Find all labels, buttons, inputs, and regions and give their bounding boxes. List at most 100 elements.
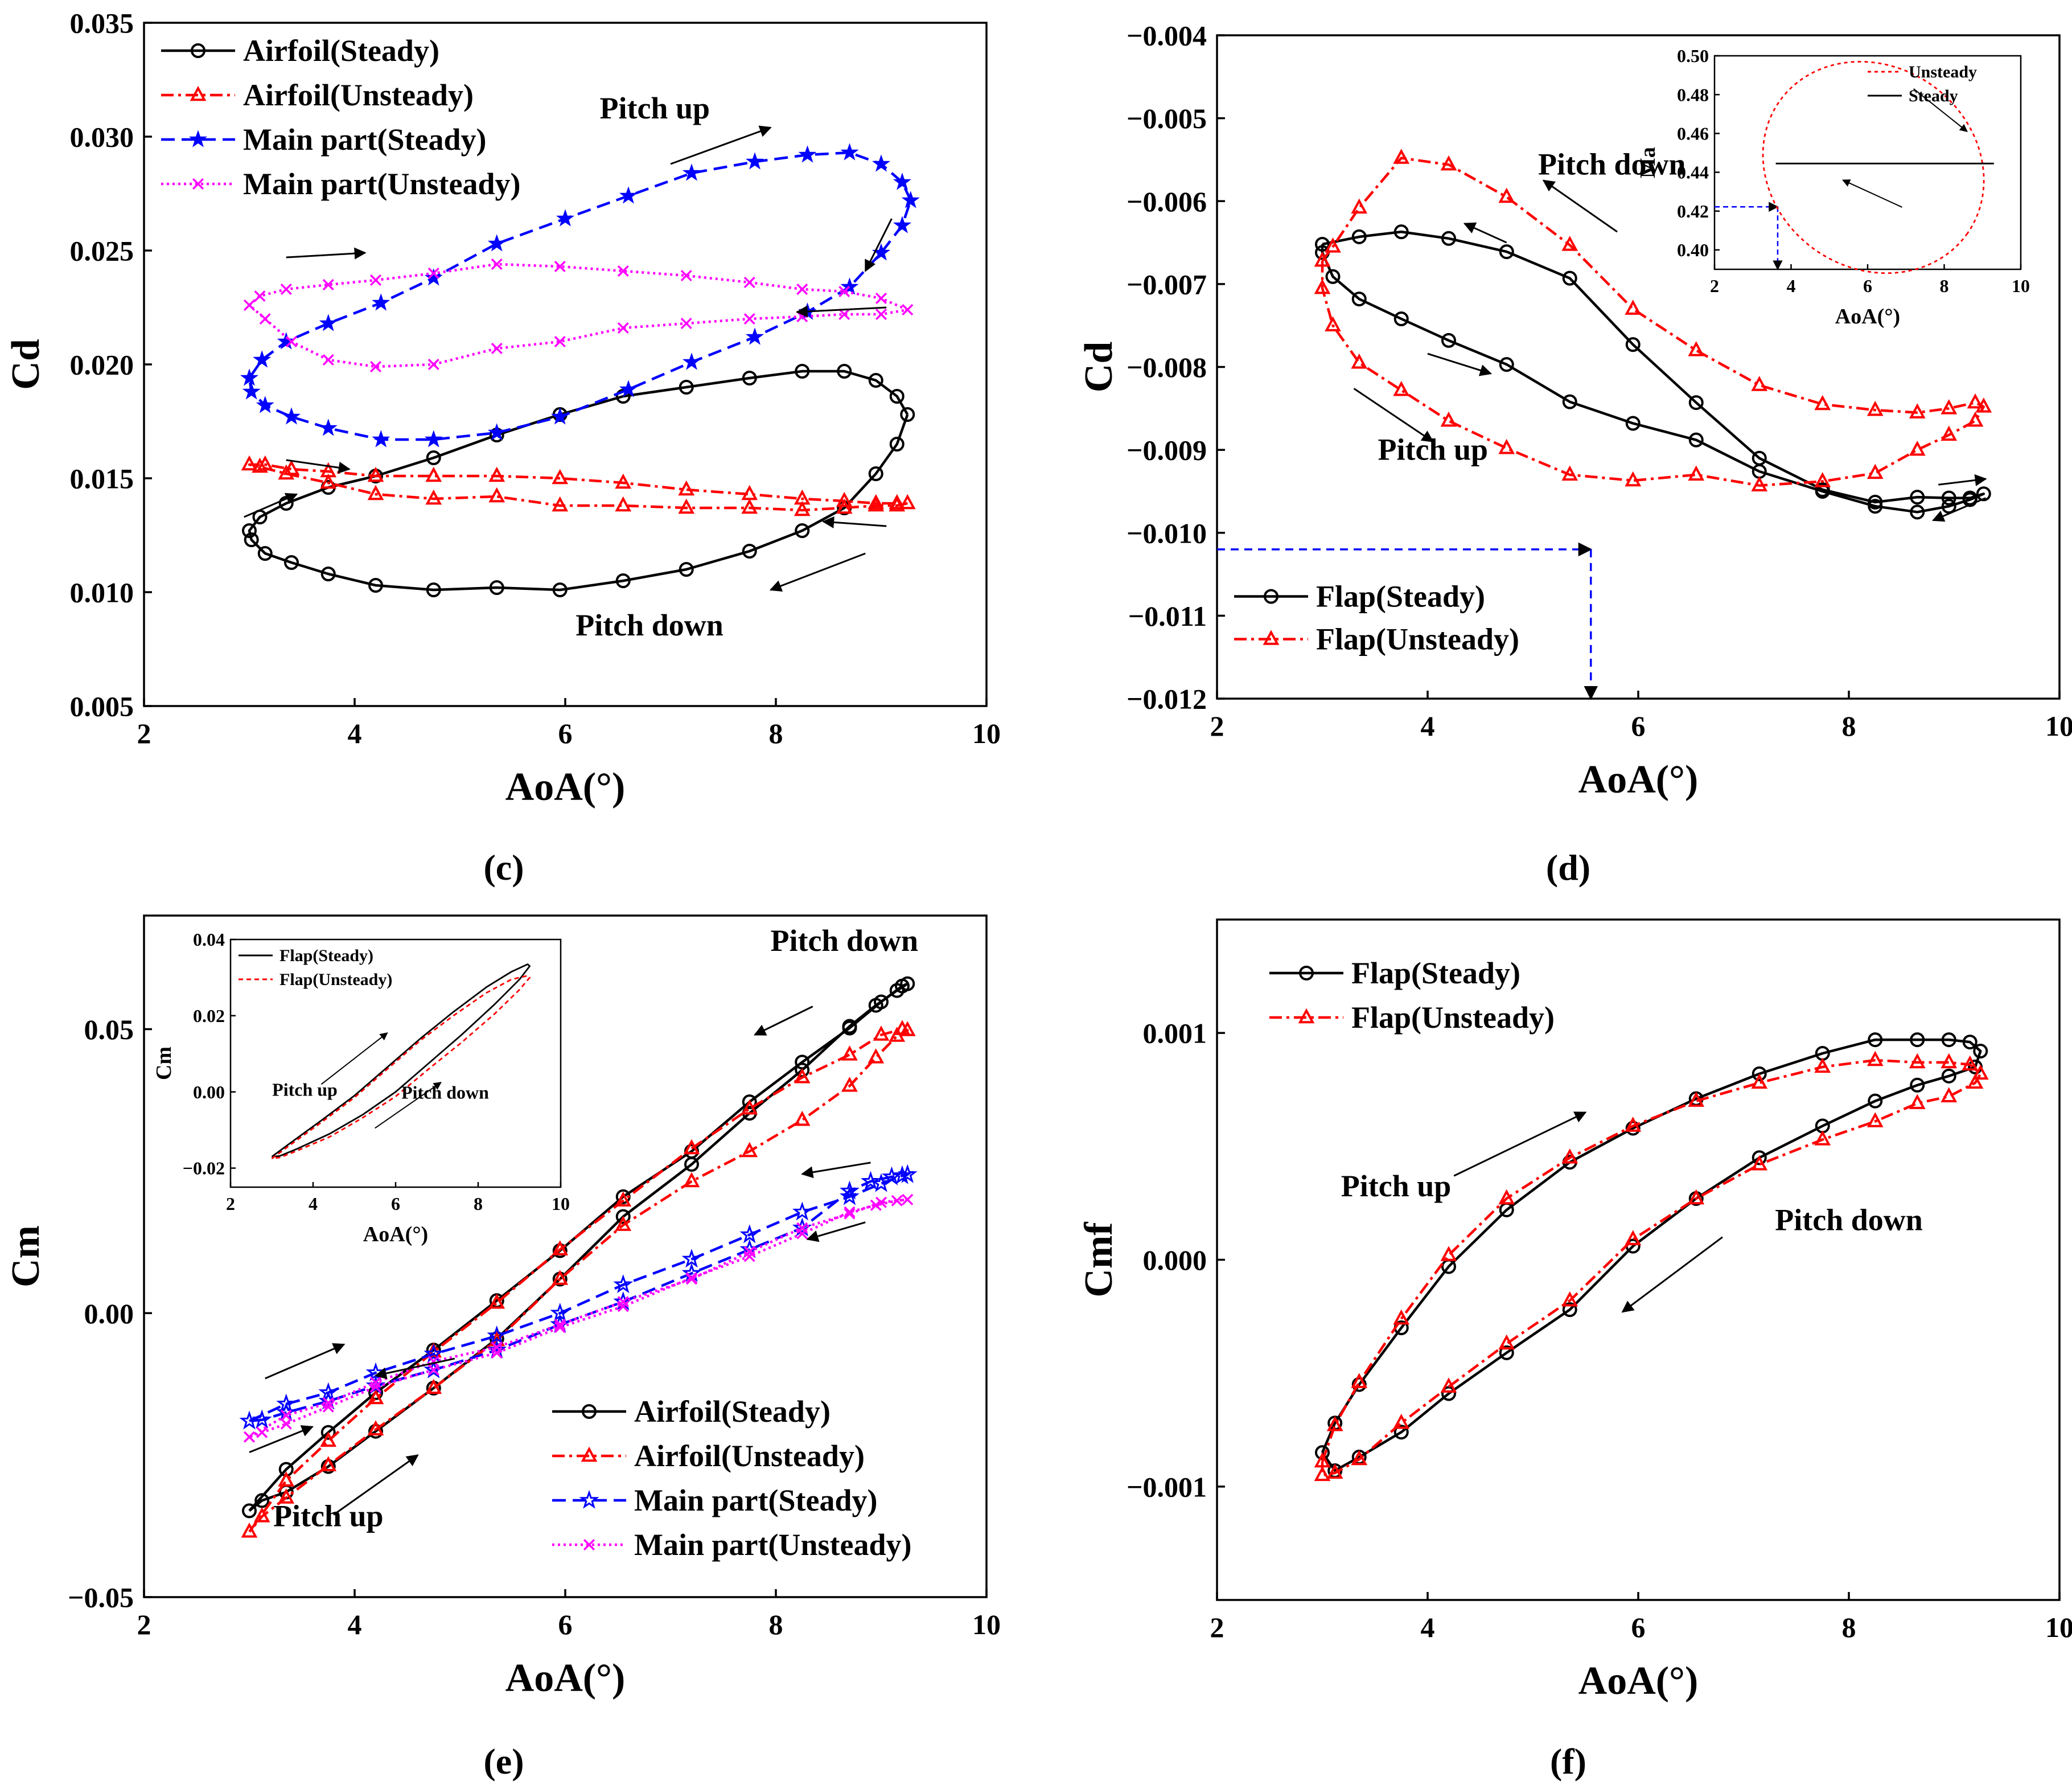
y-tick-label: −0.009 [1127, 434, 1207, 466]
inset-x-axis-title: AoA(°) [363, 1222, 428, 1246]
data-point [619, 186, 638, 204]
data-point [840, 277, 859, 295]
y-tick-label: −0.005 [1127, 102, 1207, 134]
x-tick-label: 10 [972, 717, 1001, 749]
data-point [1752, 1066, 1767, 1081]
x-tick-label: 4 [348, 1609, 362, 1640]
y-tick-label: 0.001 [1143, 1017, 1207, 1049]
data-point [684, 1156, 699, 1172]
data-point [1976, 486, 1991, 502]
data-point [550, 407, 569, 425]
data-point [1625, 1230, 1642, 1245]
panel-d: 2 4 6 8 10 −0.012 −0.011 −0.010 −0.009 −0.008 −0.0… [1077, 20, 2072, 802]
series-line [1321, 1058, 1982, 1477]
y-tick-label: 0.035 [70, 7, 134, 39]
data-point [241, 1522, 258, 1538]
data-point [1688, 432, 1704, 448]
legend-label: Flap(Unsteady) [1316, 622, 1519, 656]
legend-marker [582, 1404, 597, 1419]
data-point [615, 1209, 631, 1224]
data-point [844, 1208, 856, 1220]
x-tick-label: 2 [1210, 710, 1224, 742]
data-point [838, 308, 850, 321]
data-point [889, 983, 905, 998]
y-tick-label: −0.010 [1127, 517, 1207, 549]
data-point [743, 1250, 755, 1262]
inset-y-tick-label: 0.04 [193, 929, 225, 950]
data-point [253, 350, 272, 368]
series-airfoil-unsteady- [241, 455, 916, 516]
data-point [488, 487, 505, 503]
data-point [795, 364, 810, 379]
data-point [893, 216, 912, 233]
data-point [739, 1224, 760, 1244]
data-point [1868, 1032, 1883, 1048]
direction-arrow [795, 305, 887, 318]
direction-arrow [286, 247, 367, 260]
data-point [743, 276, 755, 289]
data-point [1440, 1377, 1457, 1393]
legend-label: Main part(Unsteady) [634, 1528, 911, 1562]
data-point [1351, 292, 1367, 307]
data-point [244, 532, 259, 547]
data-point [1909, 1053, 1926, 1069]
data-point [1326, 1415, 1343, 1431]
y-tick-label: −0.004 [1127, 20, 1207, 52]
data-point [1941, 490, 1956, 506]
data-point [372, 430, 390, 448]
data-point [1751, 1073, 1768, 1089]
direction-arrow [333, 1454, 419, 1516]
direction-arrow [801, 1162, 871, 1179]
data-point [280, 1409, 292, 1421]
data-point [1561, 465, 1578, 481]
series-flap-steady- [1315, 224, 1991, 520]
data-point [256, 1426, 268, 1438]
inset-y-tick-label: 0.00 [193, 1082, 225, 1102]
data-point [871, 154, 891, 172]
inset-series-line [271, 975, 531, 1160]
data-point [902, 303, 914, 316]
legend-label: Flap(Unsteady) [1351, 1000, 1555, 1035]
data-point [1625, 1121, 1641, 1136]
data-point [278, 464, 295, 480]
data-point [319, 314, 338, 331]
series-airfoil-steady- [242, 364, 915, 597]
data-point [1967, 1073, 1984, 1089]
data-point [1440, 411, 1457, 427]
data-point [240, 368, 259, 386]
data-point [427, 1356, 439, 1368]
data-point [745, 327, 764, 345]
data-point [1688, 465, 1705, 481]
data-point [840, 1180, 860, 1200]
series-main-part-steady- [240, 143, 920, 448]
data-point [1314, 278, 1331, 294]
x-axis-title: AoA(°) [1578, 758, 1699, 802]
y-axis-title: Cmf [1077, 1222, 1121, 1298]
data-point [426, 450, 441, 465]
data-point [1561, 1291, 1578, 1307]
data-point [900, 407, 915, 422]
data-point [685, 1272, 698, 1284]
data-point [320, 567, 336, 581]
y-tick-label: −0.001 [1127, 1471, 1207, 1503]
data-point [365, 1375, 386, 1394]
data-point [678, 480, 695, 496]
data-point [487, 1325, 507, 1344]
inset-direction-arrow [1842, 179, 1902, 208]
data-point [257, 455, 274, 471]
y-tick-label: 0.000 [1143, 1244, 1207, 1276]
panel-c: 2 4 6 8 10 0.005 0.010 0.015 0.020 0.025 0.030 0.03… [4, 7, 1001, 810]
data-point [1393, 1413, 1410, 1429]
data-point [491, 258, 503, 270]
data-point [1814, 1057, 1831, 1073]
data-point [367, 1389, 384, 1405]
data-point [488, 1293, 505, 1309]
inset-y-tick-label: 0.46 [1677, 124, 1709, 144]
data-point [796, 1228, 808, 1240]
data-point [836, 491, 853, 507]
data-point [745, 152, 764, 170]
data-point [1941, 425, 1958, 441]
data-point [861, 1171, 881, 1190]
data-point [838, 285, 850, 298]
y-tick-label: −0.006 [1127, 186, 1207, 218]
